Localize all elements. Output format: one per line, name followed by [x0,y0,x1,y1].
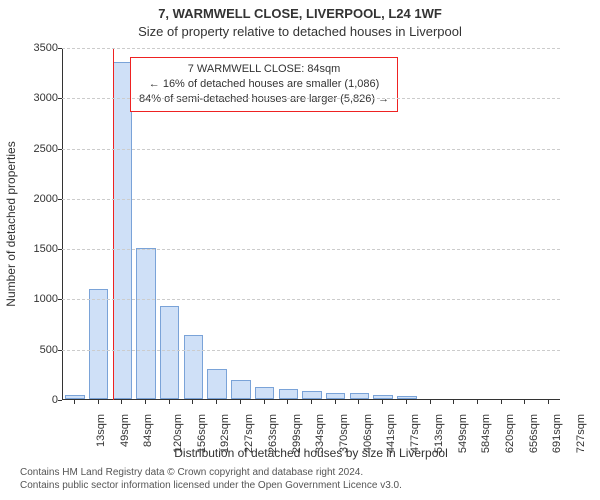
xtick-mark [311,400,312,404]
xtick-mark [453,400,454,404]
gridline [62,48,560,49]
ytick-mark [58,400,62,401]
xtick-mark [74,400,75,404]
bar [231,380,250,399]
xtick-mark [335,400,336,404]
ytick-label: 1500 [8,243,58,255]
bar [255,387,274,399]
footer-line-1: Contains HM Land Registry data © Crown c… [20,466,402,479]
footer: Contains HM Land Registry data © Crown c… [20,466,402,492]
xtick-mark [406,400,407,404]
gridline [62,199,560,200]
bar [136,248,155,399]
xtick-mark [121,400,122,404]
xtick-mark [524,400,525,404]
xtick-mark [145,400,146,404]
xtick-label: 13sqm [95,414,107,447]
bar [207,369,226,399]
bar [65,395,84,399]
xtick-mark [382,400,383,404]
xtick-mark [430,400,431,404]
bar [184,335,203,399]
title-main: 7, WARMWELL CLOSE, LIVERPOOL, L24 1WF [0,6,600,21]
gridline [62,350,560,351]
bar [350,393,369,399]
xtick-mark [548,400,549,404]
ytick-label: 3000 [8,92,58,104]
xtick-mark [287,400,288,404]
ytick-label: 2000 [8,193,58,205]
bar [326,393,345,399]
gridline [62,149,560,150]
bar [373,395,392,399]
highlight-line [113,48,114,400]
legend-line-1: 7 WARMWELL CLOSE: 84sqm [139,62,389,77]
gridline [62,98,560,99]
xtick-mark [240,400,241,404]
bar [160,306,179,399]
xtick-mark [192,400,193,404]
xtick-mark [477,400,478,404]
ytick-label: 2500 [8,143,58,155]
bar [302,391,321,399]
footer-line-2: Contains public sector information licen… [20,479,402,492]
bar [113,62,132,399]
ytick-label: 500 [8,344,58,356]
bar [279,389,298,399]
chart-container: 7, WARMWELL CLOSE, LIVERPOOL, L24 1WF Si… [0,0,600,500]
xtick-mark [216,400,217,404]
xtick-label: 727sqm [575,414,587,453]
gridline [62,249,560,250]
xtick-mark [358,400,359,404]
legend-line-2: ← 16% of detached houses are smaller (1,… [139,77,389,92]
ytick-label: 3500 [8,42,58,54]
xtick-mark [98,400,99,404]
x-axis-label: Distribution of detached houses by size … [62,446,560,460]
xtick-mark [264,400,265,404]
bar [397,396,416,399]
xtick-label: 84sqm [142,414,154,447]
title-sub: Size of property relative to detached ho… [0,24,600,39]
gridline [62,299,560,300]
ytick-label: 0 [8,394,58,406]
xtick-mark [169,400,170,404]
xtick-label: 49sqm [119,414,131,447]
xtick-mark [501,400,502,404]
ytick-label: 1000 [8,293,58,305]
bar [89,289,108,399]
legend-box: 7 WARMWELL CLOSE: 84sqm ← 16% of detache… [130,57,398,112]
